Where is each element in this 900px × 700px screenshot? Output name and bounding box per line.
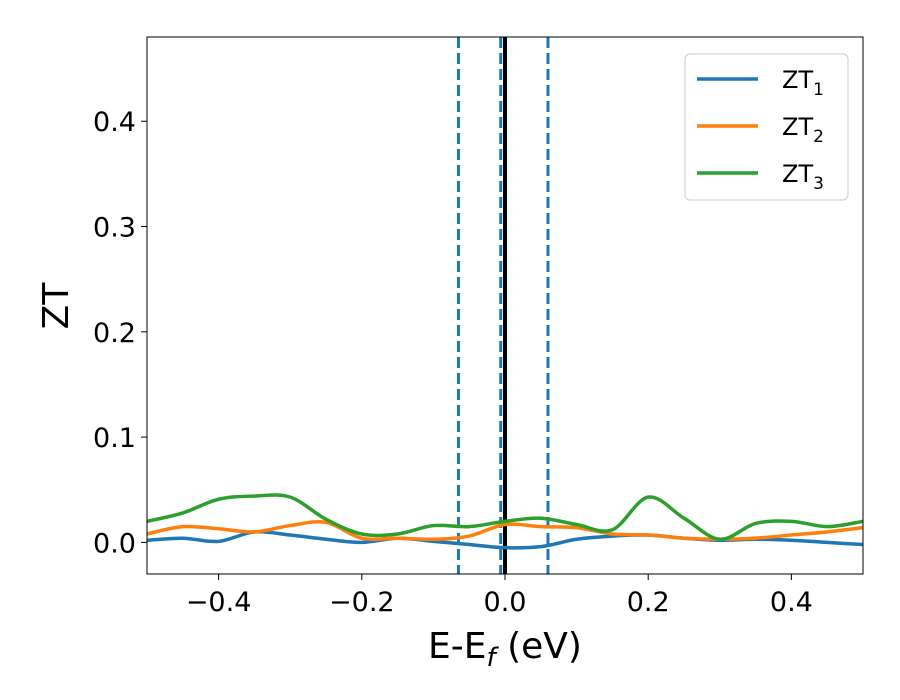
- legend-label-main: ZT: [782, 66, 813, 94]
- series-line-zt3: [147, 493, 863, 541]
- x-axis-label-main: E-E: [428, 626, 486, 667]
- legend-label: ZT1: [782, 66, 824, 100]
- reference-lines: [456, 37, 550, 574]
- y-axis-ticks: 0.0 0.1 0.2 0.3 0.4: [93, 107, 147, 559]
- legend-label: ZT3: [782, 160, 824, 194]
- x-axis-label: E-Ef (eV): [428, 626, 582, 673]
- x-tick-label: 0.2: [627, 587, 670, 618]
- legend-label-main: ZT: [782, 160, 813, 188]
- y-tick-label: 0.2: [93, 318, 136, 349]
- x-tick-label: −0.2: [329, 587, 395, 618]
- legend-label-sub: 2: [813, 127, 824, 147]
- series-line-zt2: [147, 520, 863, 542]
- x-tick-label: 0.0: [484, 587, 527, 618]
- x-tick-label: −0.4: [186, 587, 252, 618]
- legend-box: [684, 53, 849, 201]
- legend-label: ZT2: [782, 113, 824, 147]
- x-axis-label-unit: (eV): [496, 626, 582, 667]
- legend-label-sub: 3: [813, 174, 824, 194]
- legend-label-main: ZT: [782, 113, 813, 141]
- y-tick-label: 0.0: [93, 528, 136, 559]
- series-lines: [147, 493, 863, 550]
- legend-label-sub: 1: [813, 80, 824, 100]
- y-axis-label: ZT: [36, 282, 77, 330]
- x-axis-ticks: −0.4 −0.2 0.0 0.2 0.4: [186, 574, 813, 618]
- x-tick-label: 0.4: [770, 587, 813, 618]
- y-tick-label: 0.1: [93, 423, 136, 454]
- y-tick-label: 0.3: [93, 213, 136, 244]
- y-tick-label: 0.4: [93, 107, 136, 138]
